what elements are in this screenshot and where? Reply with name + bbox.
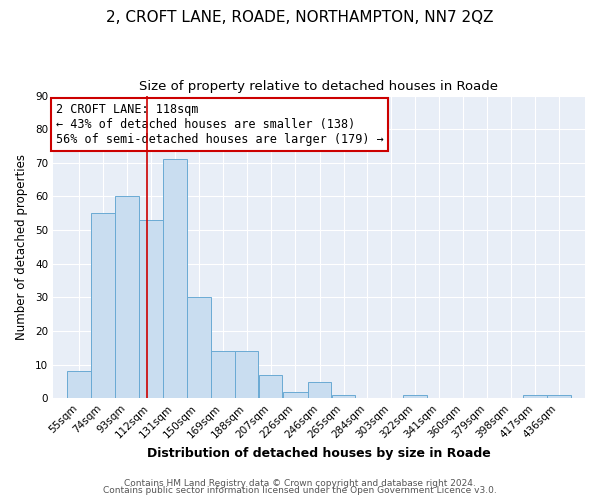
Bar bbox=[211, 351, 235, 399]
Bar bbox=[308, 382, 331, 398]
Bar bbox=[139, 220, 163, 398]
Text: 2 CROFT LANE: 118sqm
← 43% of detached houses are smaller (138)
56% of semi-deta: 2 CROFT LANE: 118sqm ← 43% of detached h… bbox=[56, 103, 383, 146]
Bar bbox=[259, 375, 283, 398]
Bar bbox=[115, 196, 139, 398]
Bar bbox=[187, 298, 211, 398]
Bar bbox=[91, 214, 115, 398]
Bar bbox=[235, 351, 259, 399]
Text: Contains HM Land Registry data © Crown copyright and database right 2024.: Contains HM Land Registry data © Crown c… bbox=[124, 478, 476, 488]
Bar bbox=[283, 392, 308, 398]
Text: 2, CROFT LANE, ROADE, NORTHAMPTON, NN7 2QZ: 2, CROFT LANE, ROADE, NORTHAMPTON, NN7 2… bbox=[106, 10, 494, 25]
Bar bbox=[547, 395, 571, 398]
Bar bbox=[163, 160, 187, 398]
Title: Size of property relative to detached houses in Roade: Size of property relative to detached ho… bbox=[139, 80, 499, 93]
X-axis label: Distribution of detached houses by size in Roade: Distribution of detached houses by size … bbox=[147, 447, 491, 460]
Text: Contains public sector information licensed under the Open Government Licence v3: Contains public sector information licen… bbox=[103, 486, 497, 495]
Bar bbox=[523, 395, 547, 398]
Bar bbox=[403, 395, 427, 398]
Y-axis label: Number of detached properties: Number of detached properties bbox=[15, 154, 28, 340]
Bar bbox=[67, 372, 91, 398]
Bar bbox=[332, 395, 355, 398]
